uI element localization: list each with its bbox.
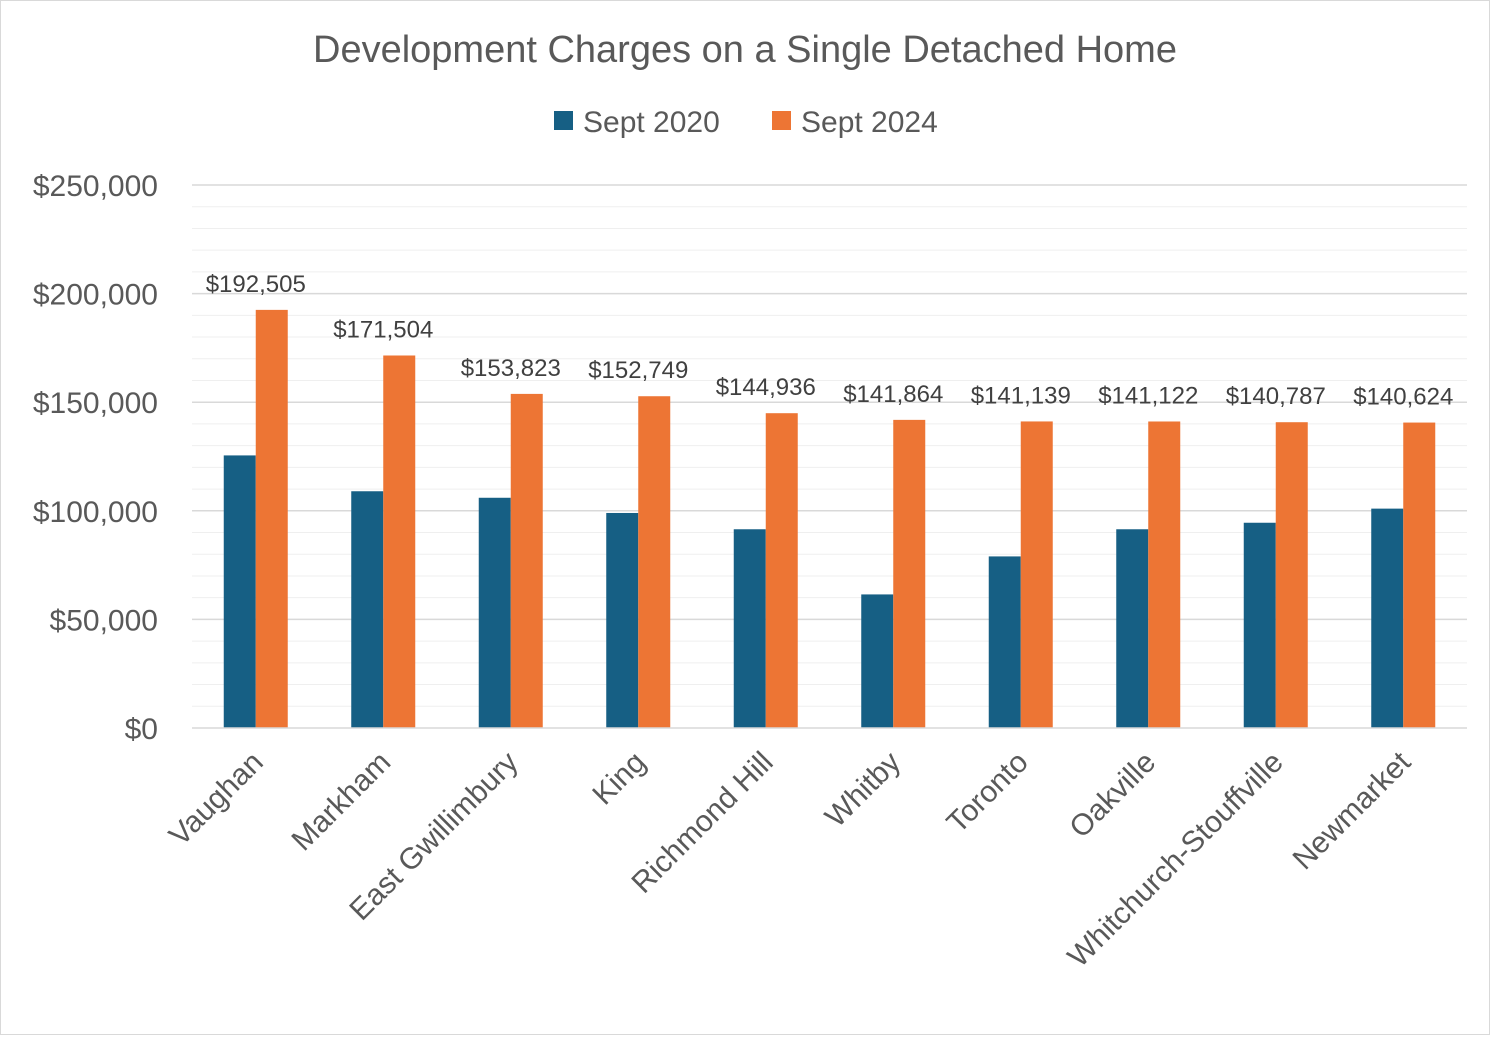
- data-label-sept-2024: $140,787: [1226, 383, 1326, 410]
- bar-sept-2020: [1243, 522, 1276, 728]
- legend-swatch-sept-2024: [772, 111, 791, 130]
- y-tick-label: $0: [125, 713, 158, 746]
- data-label-sept-2024: $153,823: [461, 355, 561, 382]
- y-tick-label: $100,000: [33, 496, 158, 529]
- bar-sept-2020: [1116, 529, 1149, 728]
- bar-sept-2024: [510, 393, 543, 728]
- data-label-sept-2024: $141,122: [1098, 382, 1198, 409]
- x-tick-label: Whitchurch-Stouffville: [1062, 746, 1290, 974]
- x-tick-label: Oakville: [1063, 746, 1162, 845]
- bar-sept-2024: [1403, 422, 1436, 728]
- bar-sept-2024: [765, 413, 798, 728]
- y-tick-label: $250,000: [33, 170, 158, 203]
- bar-sept-2024: [1020, 421, 1053, 728]
- data-label-sept-2024: $141,864: [843, 381, 943, 408]
- bar-sept-2024: [383, 355, 416, 728]
- data-label-sept-2024: $152,749: [588, 357, 688, 384]
- y-tick-label: $200,000: [33, 279, 158, 312]
- data-labels: $192,505 $171,504 $153,823 $152,749 $144,936…: [206, 271, 1454, 411]
- bar-sept-2024: [1275, 422, 1308, 728]
- bar-sept-2024: [638, 396, 671, 728]
- legend-swatch-sept-2020: [554, 111, 573, 130]
- chart-title: Development Charges on a Single Detached…: [313, 29, 1177, 71]
- bar-sept-2020: [478, 497, 511, 728]
- x-tick-label: Markham: [285, 746, 397, 858]
- data-label-sept-2024: $144,936: [716, 374, 816, 401]
- legend-label-sept-2020: Sept 2020: [583, 106, 720, 139]
- x-tick-label: Vaughan: [163, 746, 270, 853]
- data-label-sept-2024: $140,624: [1353, 384, 1453, 411]
- y-tick-label: $150,000: [33, 387, 158, 420]
- bars: [223, 309, 1436, 728]
- bar-sept-2020: [606, 512, 639, 728]
- bar-sept-2020: [1371, 508, 1404, 728]
- bar-sept-2020: [733, 529, 766, 728]
- bar-sept-2024: [255, 309, 288, 728]
- x-tick-label: King: [586, 746, 652, 812]
- x-tick-label: Toronto: [941, 746, 1035, 840]
- data-label-sept-2024: $171,504: [333, 316, 433, 343]
- bar-sept-2020: [351, 491, 384, 728]
- bar-sept-2024: [1148, 421, 1181, 728]
- bar-sept-2020: [861, 594, 894, 728]
- y-axis: $0 $50,000 $100,000 $150,000 $200,000 $250,00…: [33, 170, 158, 746]
- bar-sept-2020: [988, 556, 1021, 728]
- bar-sept-2020: [223, 455, 256, 728]
- legend: Sept 2020 Sept 2024: [554, 106, 938, 139]
- x-tick-label: Whitby: [819, 746, 907, 834]
- legend-label-sept-2024: Sept 2024: [801, 106, 938, 139]
- x-tick-label: Newmarket: [1287, 745, 1418, 876]
- bar-sept-2024: [893, 419, 926, 728]
- data-label-sept-2024: $192,505: [206, 271, 306, 298]
- y-tick-label: $50,000: [50, 604, 158, 637]
- data-label-sept-2024: $141,139: [971, 382, 1071, 409]
